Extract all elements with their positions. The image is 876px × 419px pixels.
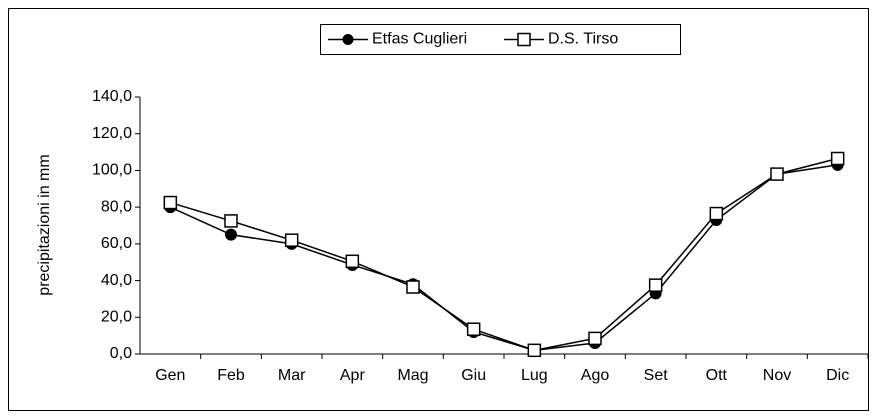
x-tick-label: Giu (461, 367, 486, 384)
y-tick-label: 40,0 (101, 272, 132, 289)
y-tick-label: 80,0 (101, 198, 132, 215)
legend-marker (342, 34, 354, 45)
y-tick-label: 60,0 (101, 235, 132, 252)
legend-label: D.S. Tirso (548, 31, 618, 48)
point (527, 343, 542, 358)
point (163, 195, 178, 210)
x-tick-label: Ago (581, 367, 610, 384)
x-tick-label: Nov (763, 367, 791, 384)
point (830, 151, 845, 166)
point (648, 278, 663, 292)
x-tick-label: Ott (706, 367, 728, 384)
series-line (170, 157, 838, 352)
point (345, 254, 360, 269)
x-tick-label: Dic (826, 367, 849, 384)
x-tick-label: Mar (278, 367, 306, 384)
legend-label: Etfas Cuglieri (372, 31, 467, 48)
series-line (170, 164, 838, 352)
x-tick-label: Feb (217, 367, 245, 384)
point (224, 214, 238, 228)
y-axis-label: precipitazioni in mm (36, 154, 53, 295)
y-tick-label: 20,0 (101, 309, 132, 326)
legend-box (320, 24, 681, 55)
x-tick-label: Mag (397, 367, 428, 384)
x-tick-label: Gen (155, 367, 185, 384)
y-tick-label: 100,0 (92, 162, 132, 179)
x-tick-label: Lug (521, 367, 548, 384)
x-tick-label: Set (644, 367, 669, 384)
point (588, 331, 602, 346)
point (709, 206, 724, 221)
y-tick-label: 120,0 (92, 125, 132, 142)
chart-border (8, 8, 869, 411)
point (284, 233, 299, 247)
point (225, 228, 237, 241)
legend-marker (517, 32, 531, 47)
point (770, 167, 784, 181)
y-tick-label: 140,0 (92, 88, 132, 105)
point (406, 280, 420, 294)
point (466, 322, 481, 336)
x-tick-label: Apr (340, 367, 366, 384)
y-tick-label: 0,0 (110, 345, 132, 362)
